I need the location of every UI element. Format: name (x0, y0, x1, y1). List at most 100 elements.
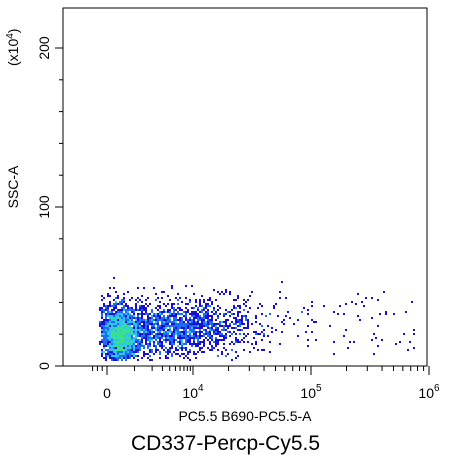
event-dot (111, 345, 113, 347)
event-dot (115, 319, 117, 321)
event-dot (199, 331, 201, 333)
event-dot (167, 323, 169, 325)
event-dot (129, 357, 131, 359)
event-dot (207, 321, 209, 323)
x-tick-label: 0 (103, 385, 111, 401)
event-dot (143, 337, 145, 339)
event-dot (171, 285, 173, 287)
event-dot (235, 351, 237, 353)
event-dot (125, 343, 127, 345)
x-axis-label: PC5.5 B690-PC5.5-A (178, 408, 312, 424)
event-dot (179, 355, 181, 357)
event-dot (127, 345, 129, 347)
event-dot (175, 353, 177, 355)
event-dot (135, 345, 137, 347)
event-dot (111, 311, 113, 313)
event-dot (175, 325, 177, 327)
event-dot (147, 333, 149, 335)
event-dot (139, 347, 141, 349)
event-dot (123, 327, 125, 329)
event-dot (413, 333, 415, 335)
event-dot (185, 307, 187, 309)
event-dot (129, 309, 131, 311)
event-dot (137, 335, 139, 337)
event-dot (243, 299, 245, 301)
event-dot (127, 323, 129, 325)
event-dot (247, 319, 249, 321)
event-dot (211, 347, 213, 349)
event-dot (107, 341, 109, 343)
chart-title: CD337-Percp-Cy5.5 (130, 432, 321, 455)
event-dot (197, 345, 199, 347)
event-dot (151, 359, 153, 361)
event-dot (181, 353, 183, 355)
event-dot (151, 309, 153, 311)
event-dot (231, 359, 233, 361)
event-dot (157, 297, 159, 299)
event-dot (203, 333, 205, 335)
event-dot (217, 339, 219, 341)
event-dot (201, 335, 203, 337)
event-dot (155, 315, 157, 317)
event-dot (207, 319, 209, 321)
event-dot (229, 311, 231, 313)
event-dot (353, 341, 355, 343)
event-dot (173, 337, 175, 339)
event-dot (185, 341, 187, 343)
event-dot (141, 295, 143, 297)
event-dot (209, 337, 211, 339)
event-dot (219, 313, 221, 315)
event-dot (191, 307, 193, 309)
event-dot (123, 315, 125, 317)
event-dot (247, 311, 249, 313)
event-dot (189, 351, 191, 353)
event-dot (163, 329, 165, 331)
event-dot (157, 317, 159, 319)
event-dot (143, 323, 145, 325)
event-dot (117, 313, 119, 315)
event-dot (113, 343, 115, 345)
event-dot (209, 321, 211, 323)
event-dot (147, 329, 149, 331)
event-dot (105, 341, 107, 343)
event-dot (185, 303, 187, 305)
event-dot (113, 337, 115, 339)
event-dot (191, 325, 193, 327)
event-dot (209, 327, 211, 329)
event-dot (121, 325, 123, 327)
event-dot (157, 325, 159, 327)
event-dot (163, 331, 165, 333)
event-dot (155, 319, 157, 321)
event-dot (205, 323, 207, 325)
event-dot (137, 313, 139, 315)
event-dot (117, 327, 119, 329)
event-dot (151, 315, 153, 317)
event-dot (111, 319, 113, 321)
event-dot (161, 323, 163, 325)
event-dot (107, 345, 109, 347)
event-dot (225, 323, 227, 325)
event-dot (229, 331, 231, 333)
event-dot (119, 355, 121, 357)
event-dot (257, 333, 259, 335)
event-dot (133, 347, 135, 349)
event-dot (381, 339, 383, 341)
event-dot (101, 307, 103, 309)
event-dot (111, 355, 113, 357)
event-dot (175, 319, 177, 321)
event-dot (173, 323, 175, 325)
event-dot (133, 323, 135, 325)
event-dot (173, 313, 175, 315)
event-dot (189, 333, 191, 335)
event-dot (147, 305, 149, 307)
event-dot (99, 307, 101, 309)
event-dot (157, 343, 159, 345)
event-dot (181, 347, 183, 349)
event-dot (131, 307, 133, 309)
event-dot (211, 321, 213, 323)
event-dot (333, 353, 335, 355)
event-dot (165, 355, 167, 357)
event-dot (215, 345, 217, 347)
event-dot (189, 341, 191, 343)
event-dot (255, 341, 257, 343)
